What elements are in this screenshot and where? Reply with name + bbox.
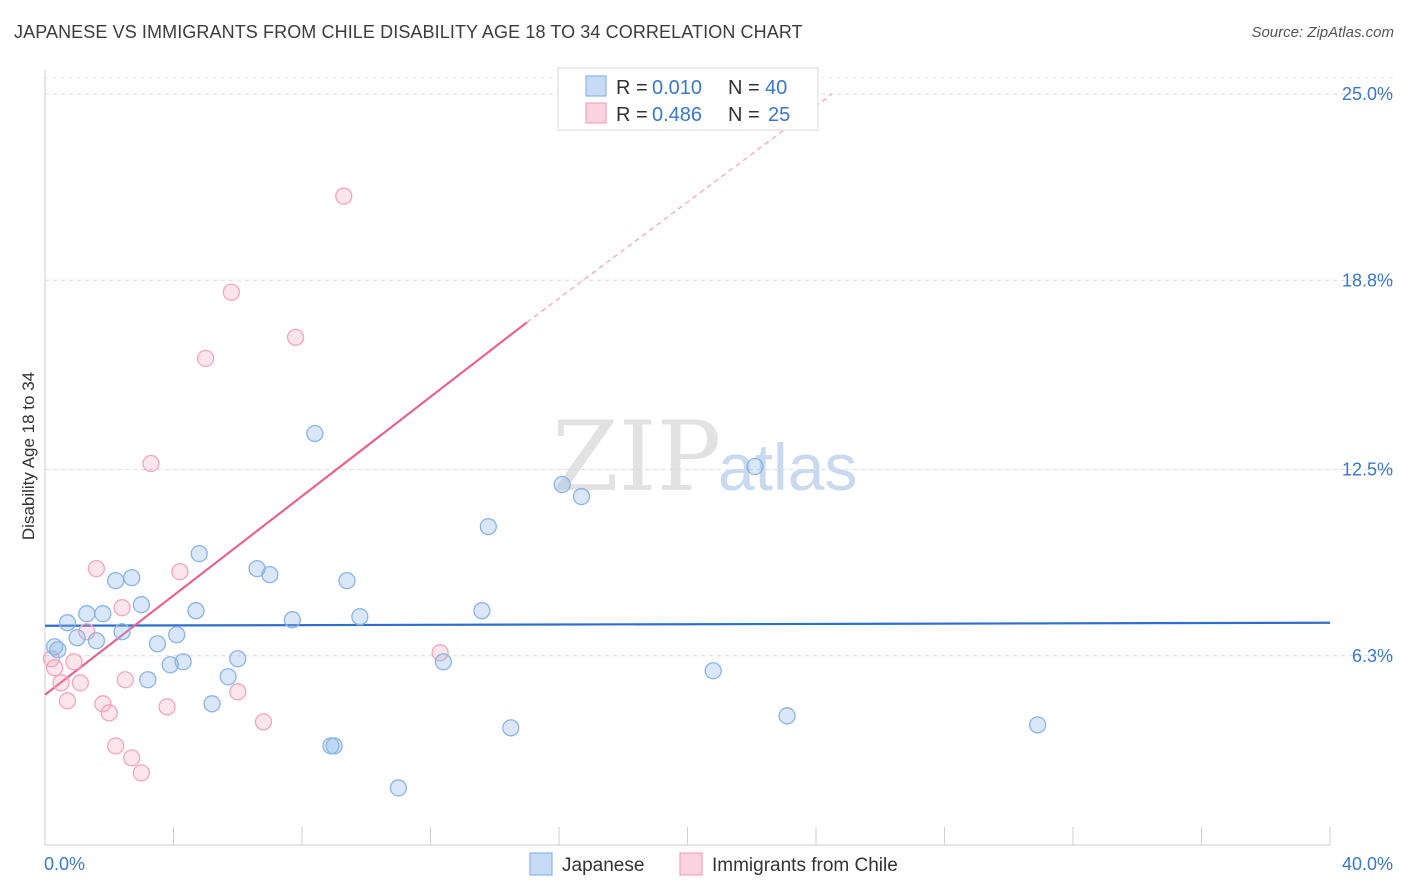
watermark-zip: ZIP (552, 401, 721, 513)
chile-point (45, 659, 64, 677)
y-tick-labels: 6.3% 12.5% 18.8% 25.0% (1342, 84, 1393, 666)
y-axis-title: Disability Age 18 to 34 (19, 372, 38, 540)
japanese-point (148, 635, 167, 653)
chile-trend-extension (526, 93, 833, 323)
chile-point (132, 764, 151, 782)
japanese-point (132, 596, 151, 614)
legend-n-label-1: N = (728, 77, 760, 99)
japanese-point (229, 650, 247, 668)
series-legend: Japanese Immigrants from Chile (529, 852, 898, 876)
y-tick-label: 18.8% (1342, 270, 1393, 290)
japanese-point (306, 424, 324, 443)
legend-r-label-2: R = (616, 104, 648, 126)
japanese-point (203, 695, 221, 713)
japanese-point (190, 544, 208, 563)
y-tick-label: 12.5% (1342, 460, 1393, 480)
japanese-point (351, 608, 369, 626)
chile-point (171, 562, 189, 581)
japanese-point (161, 656, 179, 674)
japanese-point (746, 457, 764, 476)
trend-lines (44, 93, 1331, 696)
japanese-point (49, 641, 67, 659)
japanese-point (107, 572, 125, 590)
japanese-point (338, 572, 356, 590)
legend-r-label-1: R = (616, 77, 648, 99)
chile-trend-line (44, 321, 528, 696)
data-points (42, 187, 1047, 797)
stats-legend: R = 0.010 N = 40 R = 0.486 N = 25 (557, 67, 819, 131)
y-tick-label: 6.3% (1352, 646, 1393, 666)
legend-n-value-2: 25 (768, 104, 790, 126)
japanese-point (123, 569, 141, 587)
legend-chile-swatch (679, 852, 703, 876)
japanese-point (261, 566, 279, 584)
japanese-point (168, 626, 186, 644)
japanese-point (479, 517, 497, 536)
legend-n-label-2: N = (728, 104, 760, 126)
japanese-point (434, 653, 453, 671)
chile-point (113, 599, 131, 617)
japanese-point (704, 662, 722, 680)
japanese-trend-line (44, 621, 1331, 627)
chart-title: JAPANESE VS IMMIGRANTS FROM CHILE DISABI… (14, 22, 803, 42)
japanese-point (94, 605, 112, 623)
chile-point (222, 283, 240, 301)
japanese-point (572, 487, 591, 506)
japanese-point (283, 611, 302, 629)
japanese-point (174, 653, 192, 671)
watermark-atlas: atlas (718, 430, 857, 504)
japanese-point (78, 605, 96, 623)
chile-point (286, 328, 305, 346)
legend-r-value-1: 0.010 (652, 77, 702, 99)
chile-point (229, 683, 247, 701)
japanese-swatch (585, 75, 607, 97)
japanese-point (87, 632, 106, 650)
japanese-point (113, 623, 131, 641)
y-tick-label: 25.0% (1342, 84, 1393, 104)
x-tick-label-min: 0.0% (44, 854, 85, 874)
axes (44, 70, 1331, 846)
japanese-point (45, 638, 64, 656)
japanese-point (778, 707, 796, 725)
legend-n-value-1: 40 (765, 77, 787, 99)
japanese-point (325, 737, 343, 755)
japanese-point (502, 719, 520, 737)
chile-point (94, 695, 112, 713)
chile-point (52, 674, 70, 692)
chile-point (254, 713, 273, 731)
japanese-point (58, 614, 77, 632)
chile-point (107, 737, 125, 755)
chile-swatch (585, 102, 607, 124)
japanese-point (139, 671, 157, 689)
chile-point (335, 187, 353, 205)
japanese-point (1029, 716, 1047, 734)
chile-point (116, 671, 134, 689)
legend-r-value-2: 0.486 (652, 104, 702, 126)
japanese-point (187, 602, 205, 620)
chile-point (196, 349, 215, 368)
chile-point (65, 653, 83, 671)
source-credit: Source: ZipAtlas.com (1251, 24, 1394, 41)
chile-point (100, 704, 118, 722)
chile-point (58, 692, 77, 710)
chile-point (123, 749, 141, 767)
chile-point (142, 454, 160, 473)
chile-point (87, 559, 106, 578)
x-tick-label-max: 40.0% (1342, 854, 1393, 874)
legend-japanese-label: Japanese (562, 855, 644, 876)
chile-point (71, 674, 89, 692)
japanese-point (553, 475, 571, 494)
chile-point (431, 644, 449, 662)
japanese-point (473, 602, 491, 620)
gridlines (45, 77, 1393, 657)
japanese-point (389, 779, 408, 797)
legend-japanese-swatch (529, 852, 553, 876)
legend-chile-label: Immigrants from Chile (712, 855, 898, 876)
chile-point (158, 698, 176, 716)
japanese-point (219, 668, 237, 686)
japanese-point (68, 629, 86, 647)
